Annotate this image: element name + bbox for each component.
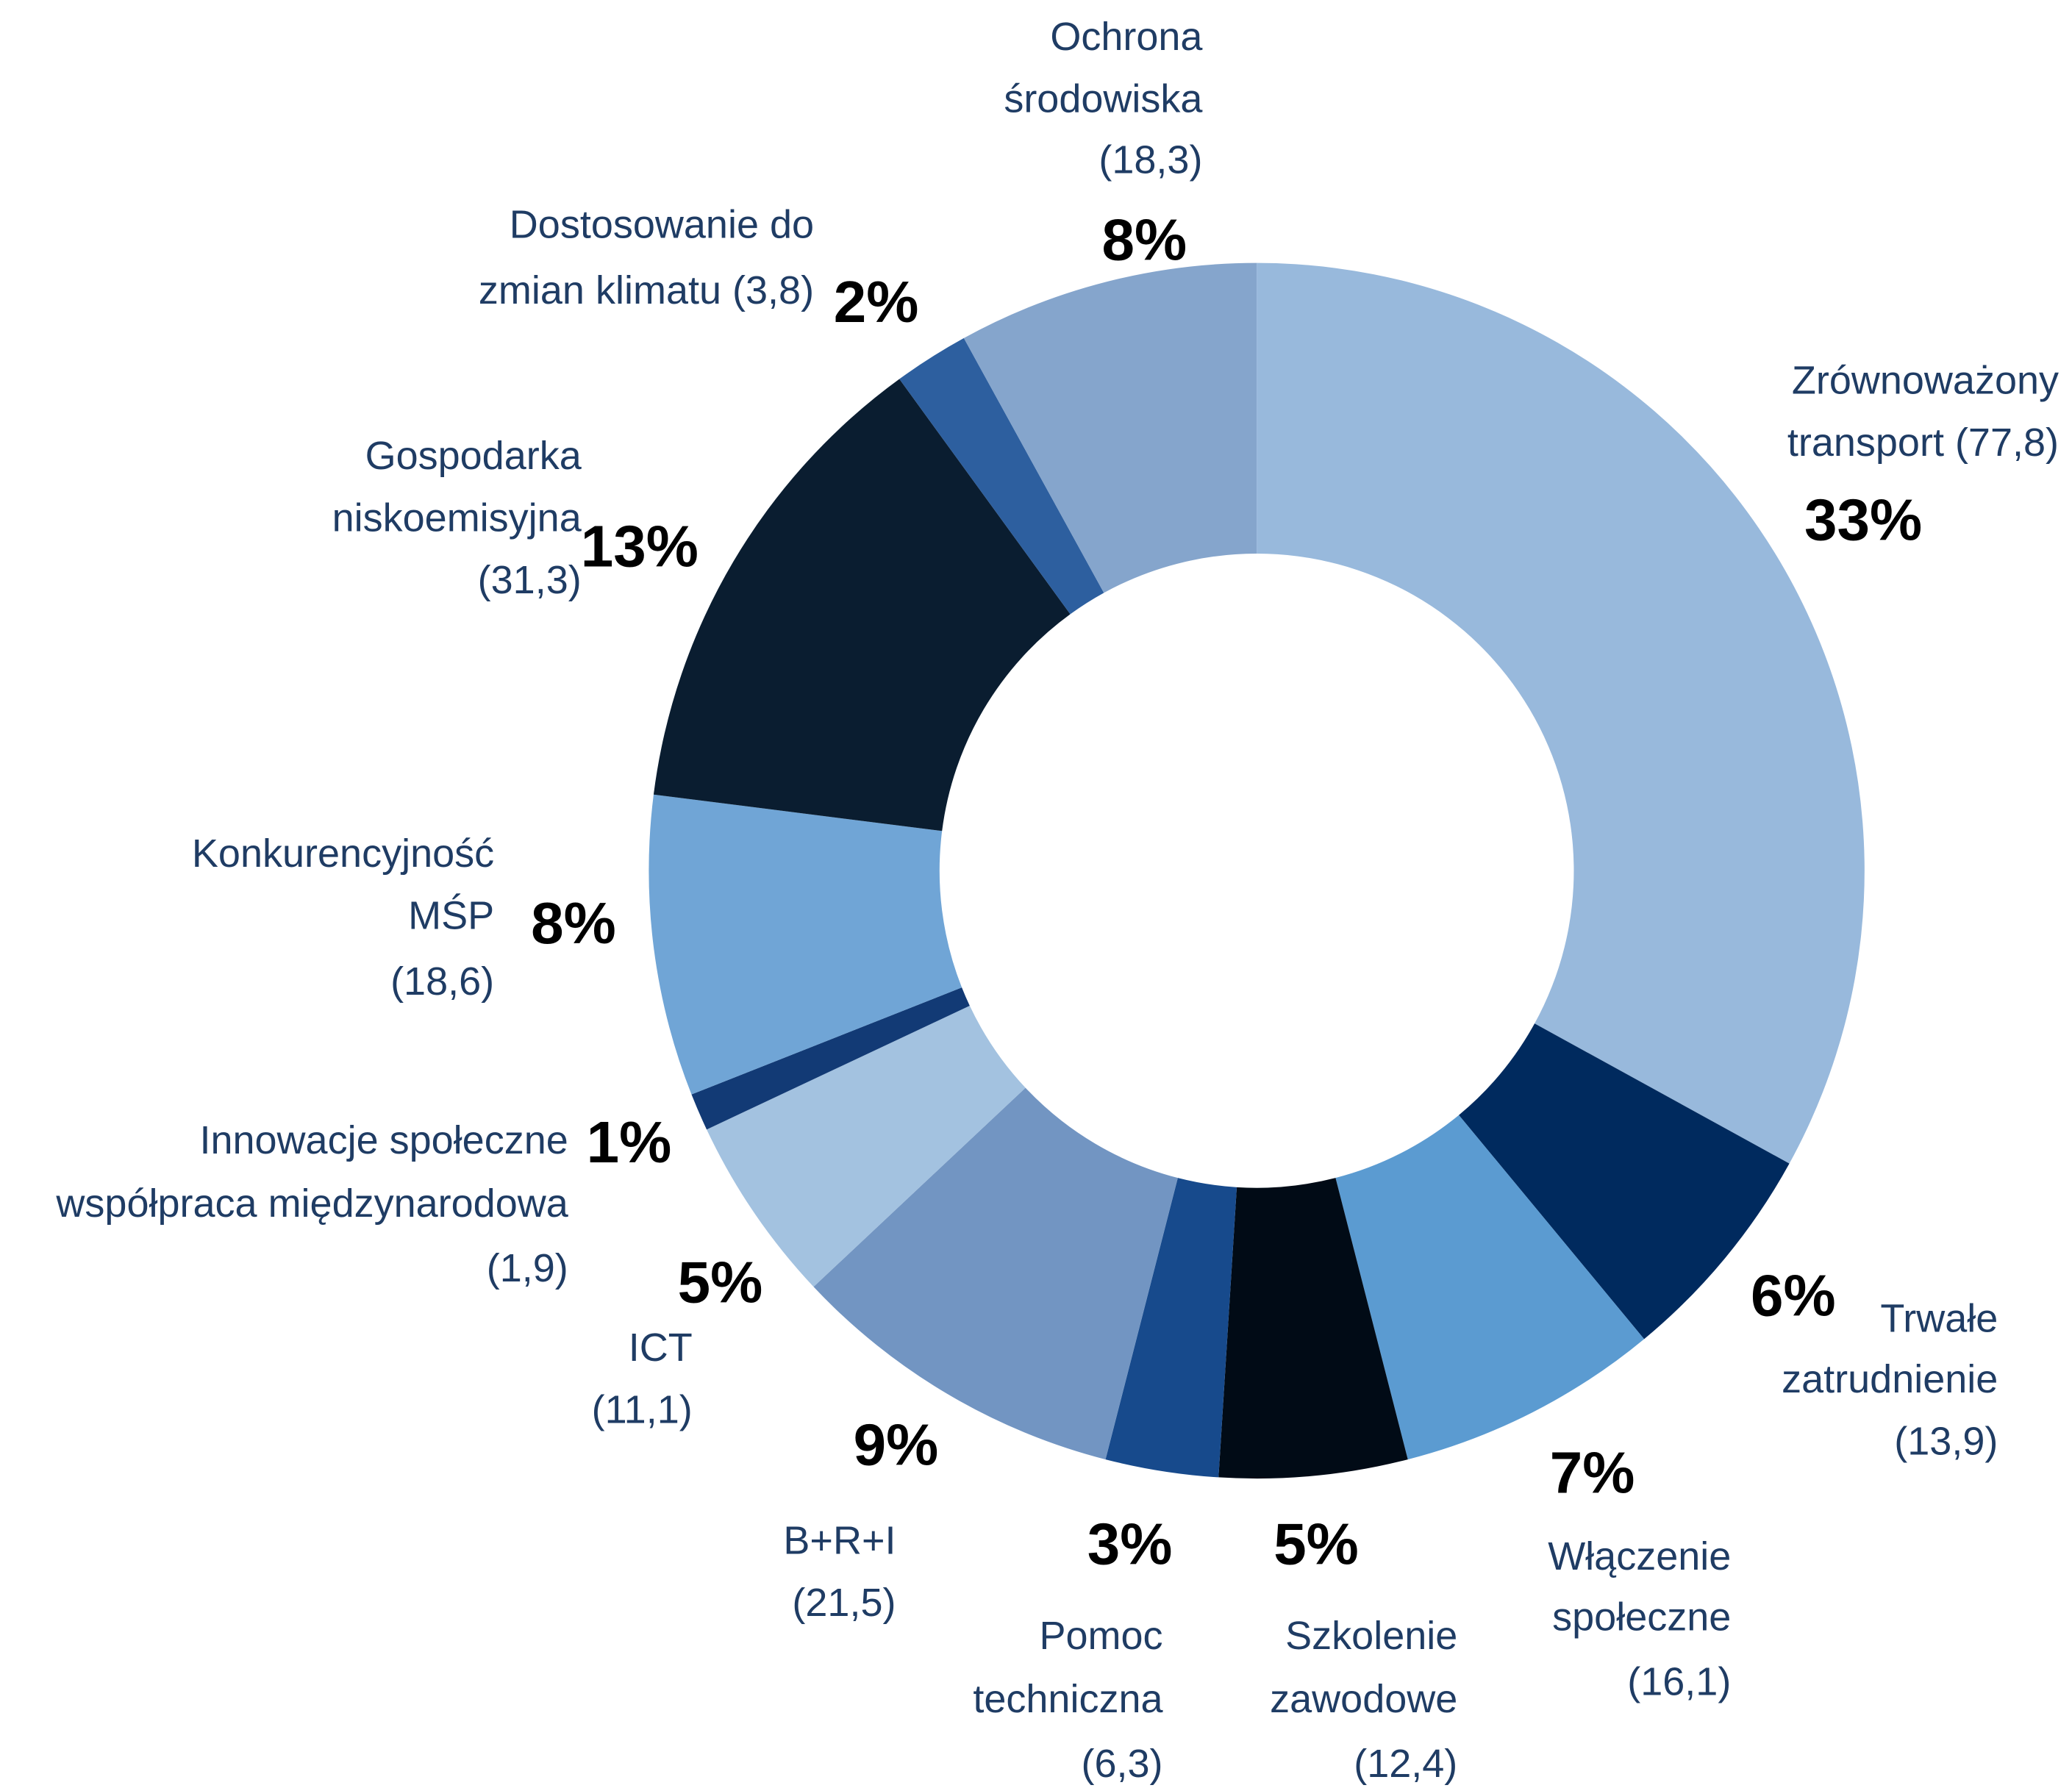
percent-label: 9% <box>854 1412 939 1478</box>
category-label: transport (77,8) <box>1787 421 2059 465</box>
category-label: Konkurencyjność <box>192 832 494 876</box>
category-label: zatrudnienie <box>1782 1357 1998 1401</box>
category-label: Trwałe <box>1880 1296 1998 1340</box>
percent-label: 2% <box>834 269 919 335</box>
percent-label: 5% <box>678 1250 763 1315</box>
category-label: (16,1) <box>1627 1660 1731 1704</box>
percent-label: 13% <box>581 514 699 579</box>
category-label: (12,4) <box>1354 1742 1457 1786</box>
category-label: społeczne <box>1552 1595 1731 1639</box>
percent-label: 8% <box>1102 207 1187 273</box>
category-label: (31,3) <box>478 558 582 602</box>
donut-slice <box>1335 1115 1645 1460</box>
percent-label: 6% <box>1751 1263 1836 1329</box>
category-label: techniczna <box>973 1677 1163 1721</box>
category-label: MŚP <box>408 893 494 937</box>
category-label: Ochrona <box>1050 15 1203 59</box>
category-label: (13,9) <box>1894 1420 1998 1464</box>
percent-label: 8% <box>531 890 616 956</box>
category-label: zmian klimatu (3,8) <box>479 268 814 312</box>
donut-slice <box>813 1087 1178 1460</box>
donut-slice <box>963 262 1257 593</box>
donut-slice <box>1459 1023 1790 1340</box>
donut-slice <box>1105 1178 1237 1478</box>
category-label: (18,3) <box>1098 137 1202 182</box>
category-label: (6,3) <box>1081 1742 1162 1786</box>
percent-label: 7% <box>1550 1440 1635 1505</box>
category-label: (1,9) <box>487 1246 568 1290</box>
category-label: Szkolenie <box>1285 1614 1457 1658</box>
percent-label: 5% <box>1273 1511 1359 1576</box>
donut-slice <box>1257 262 1865 1164</box>
percent-label: 3% <box>1087 1511 1173 1576</box>
category-label: (18,6) <box>390 959 494 1004</box>
category-label: Pomoc <box>1039 1614 1162 1658</box>
category-label: ICT <box>629 1326 693 1370</box>
category-label: współpraca międzynarodowa <box>55 1181 568 1226</box>
donut-slice <box>691 987 970 1130</box>
category-label: Innowacje społeczne <box>199 1118 568 1162</box>
donut-slice <box>649 794 962 1095</box>
donut-slice <box>899 337 1104 615</box>
category-label: Dostosowanie do <box>510 202 814 246</box>
category-label: (11,1) <box>592 1387 693 1431</box>
category-label: B+R+I <box>783 1518 896 1562</box>
percent-label: 33% <box>1804 487 1922 553</box>
category-label: zawodowe <box>1270 1677 1457 1721</box>
category-label: Zrównoważony <box>1792 358 2059 402</box>
category-label: Gospodarka <box>365 434 582 478</box>
donut-slice <box>1218 1178 1408 1479</box>
category-label: (21,5) <box>792 1581 896 1625</box>
donut-slice <box>653 379 1071 832</box>
percent-label: 1% <box>587 1109 672 1175</box>
category-label: niskoemisyjna <box>332 496 582 540</box>
donut-slice <box>707 1006 1026 1287</box>
category-label: Włączenie <box>1548 1534 1731 1578</box>
category-label: środowiska <box>1004 77 1203 121</box>
